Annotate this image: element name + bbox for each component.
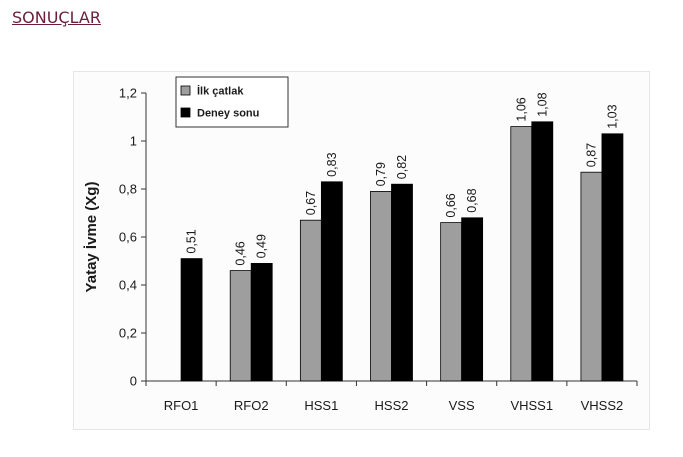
- bar-deney-sonu: [180, 258, 203, 382]
- value-label: 0,46: [234, 241, 248, 265]
- value-label: 0,49: [255, 234, 269, 258]
- y-tick-label: 0: [130, 374, 137, 389]
- value-label: 1,03: [605, 104, 619, 128]
- value-label: 0,79: [374, 162, 388, 186]
- x-category-label: HSS2: [375, 398, 409, 413]
- results-heading-link[interactable]: SONUÇLAR: [12, 8, 101, 27]
- chart-axes: 0 0,2 0,4 0,6 0,8 1 1,2 Yatay İvme (Xg): [83, 86, 638, 389]
- bar-deney-sonu: [461, 217, 484, 382]
- bar-deney-sonu: [391, 183, 413, 382]
- x-category-label: VHSS1: [510, 398, 553, 413]
- value-label: 1,08: [535, 92, 549, 116]
- chart-bars: [180, 121, 624, 382]
- value-label: 0,87: [584, 143, 598, 167]
- legend-swatch: [180, 85, 191, 96]
- chart-legend: İlk çatlak Deney sonu: [175, 76, 289, 128]
- value-label: 0,67: [304, 191, 318, 215]
- x-category-label: RFO2: [234, 398, 269, 413]
- chart-labels: RFO1 0,51 RFO2 0,46 0,49 HSS1 0,67 0,83 HSS2 0,79…: [164, 92, 624, 413]
- bar-deney-sonu: [250, 262, 273, 382]
- x-category-label: VSS: [449, 398, 475, 413]
- value-label: 0,51: [185, 229, 199, 253]
- chart-frame: [73, 71, 650, 430]
- value-label: 1,06: [514, 97, 528, 121]
- y-tick-label: 1: [130, 134, 137, 149]
- x-category-label: HSS1: [304, 398, 338, 413]
- bar-deney-sonu: [531, 121, 554, 382]
- bar-ilk-catlak: [299, 219, 322, 382]
- legend-swatch: [180, 107, 191, 118]
- bar-ilk-catlak: [440, 222, 463, 382]
- bar-ilk-catlak: [370, 190, 392, 382]
- value-label: 0,83: [325, 152, 339, 176]
- legend-entry-label: İlk çatlak: [197, 85, 244, 98]
- bar-ilk-catlak: [510, 126, 533, 382]
- y-tick-label: 0,8: [119, 182, 137, 197]
- bar-deney-sonu: [320, 181, 343, 382]
- y-tick-label: 0,4: [119, 278, 137, 293]
- y-tick-label: 0,6: [119, 230, 137, 245]
- y-axis-title: Yatay İvme (Xg): [83, 182, 100, 293]
- value-label: 0,66: [444, 193, 458, 217]
- value-label: 0,82: [395, 155, 409, 179]
- y-tick-label: 1,2: [119, 86, 137, 101]
- x-category-label: VHSS2: [581, 398, 624, 413]
- bar-deney-sonu: [601, 133, 624, 382]
- bar-ilk-catlak: [580, 171, 603, 382]
- y-tick-label: 0,2: [119, 326, 137, 341]
- value-label: 0,68: [465, 188, 479, 212]
- legend-box: [175, 76, 289, 128]
- legend-entry-label: Deney sonu: [197, 108, 259, 120]
- x-category-label: RFO1: [164, 398, 199, 413]
- bar-ilk-catlak: [229, 270, 252, 382]
